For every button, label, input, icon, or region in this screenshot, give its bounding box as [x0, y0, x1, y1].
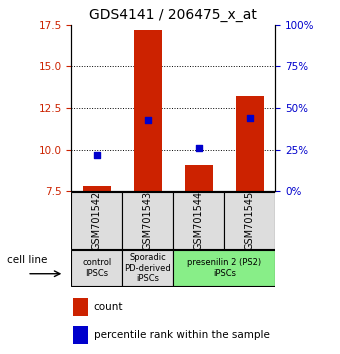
Bar [134, 30, 162, 191]
Text: GSM701544: GSM701544 [194, 191, 204, 250]
Text: Sporadic
PD-derived
iPSCs: Sporadic PD-derived iPSCs [124, 253, 171, 283]
FancyBboxPatch shape [173, 192, 224, 249]
Text: GSM701545: GSM701545 [245, 191, 255, 250]
Text: control
IPSCs: control IPSCs [82, 258, 112, 278]
Point [145, 117, 151, 122]
Text: cell line: cell line [7, 255, 47, 265]
Bar [73, 326, 88, 344]
FancyBboxPatch shape [71, 192, 122, 249]
Point [247, 115, 253, 121]
Text: count: count [94, 302, 123, 312]
Text: percentile rank within the sample: percentile rank within the sample [94, 330, 270, 341]
Point [94, 152, 100, 158]
Text: presenilin 2 (PS2)
iPSCs: presenilin 2 (PS2) iPSCs [187, 258, 261, 278]
Bar [73, 297, 88, 315]
FancyBboxPatch shape [71, 250, 122, 286]
Title: GDS4141 / 206475_x_at: GDS4141 / 206475_x_at [89, 8, 257, 22]
Text: GSM701543: GSM701543 [143, 191, 153, 250]
Bar [83, 186, 111, 191]
Point [196, 145, 202, 151]
FancyBboxPatch shape [173, 250, 275, 286]
Bar [236, 96, 264, 191]
FancyBboxPatch shape [122, 192, 173, 249]
Text: GSM701542: GSM701542 [92, 191, 102, 250]
Bar [185, 165, 213, 191]
FancyBboxPatch shape [224, 192, 275, 249]
FancyBboxPatch shape [122, 250, 173, 286]
